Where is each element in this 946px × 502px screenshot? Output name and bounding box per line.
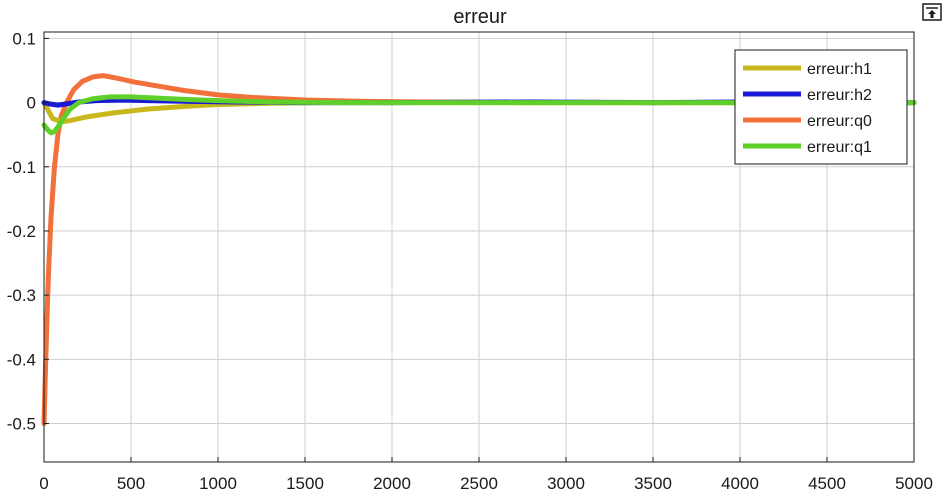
x-tick-label: 0 xyxy=(39,474,48,493)
x-tick-label: 1000 xyxy=(199,474,237,493)
x-tick-label: 4000 xyxy=(721,474,759,493)
x-tick-label: 2000 xyxy=(373,474,411,493)
y-tick-label: -0.4 xyxy=(7,350,36,369)
x-tick-label: 4500 xyxy=(808,474,846,493)
x-tick-label: 5000 xyxy=(895,474,933,493)
legend: erreur:h1 erreur:h2 erreur:q0 erreur:q1 xyxy=(734,49,908,165)
y-tick-label: -0.5 xyxy=(7,414,36,433)
x-tick-label: 3500 xyxy=(634,474,672,493)
y-tick-label: -0.2 xyxy=(7,222,36,241)
y-tick-label: -0.1 xyxy=(7,158,36,177)
series-layer xyxy=(41,73,917,426)
x-tick-label: 2500 xyxy=(460,474,498,493)
x-tick-label: 3000 xyxy=(547,474,585,493)
x-tick-label: 1500 xyxy=(286,474,324,493)
y-tick-label: 0.1 xyxy=(12,29,36,48)
tick-labels: 0 500 1000 1500 2000 2500 3000 3500 4000 4500 5000… xyxy=(7,29,933,493)
export-button[interactable] xyxy=(922,3,942,21)
series-line-erreur-q1 xyxy=(41,94,917,136)
y-tick-label: 0 xyxy=(27,94,36,113)
legend-label: erreur:q0 xyxy=(807,113,872,130)
legend-label: erreur:h2 xyxy=(807,87,872,104)
y-tick-label: -0.3 xyxy=(7,286,36,305)
export-icon xyxy=(928,10,936,18)
legend-label: erreur:h1 xyxy=(807,61,872,78)
x-tick-label: 500 xyxy=(117,474,145,493)
chart-title: erreur xyxy=(453,6,507,28)
legend-label: erreur:q1 xyxy=(807,139,872,156)
